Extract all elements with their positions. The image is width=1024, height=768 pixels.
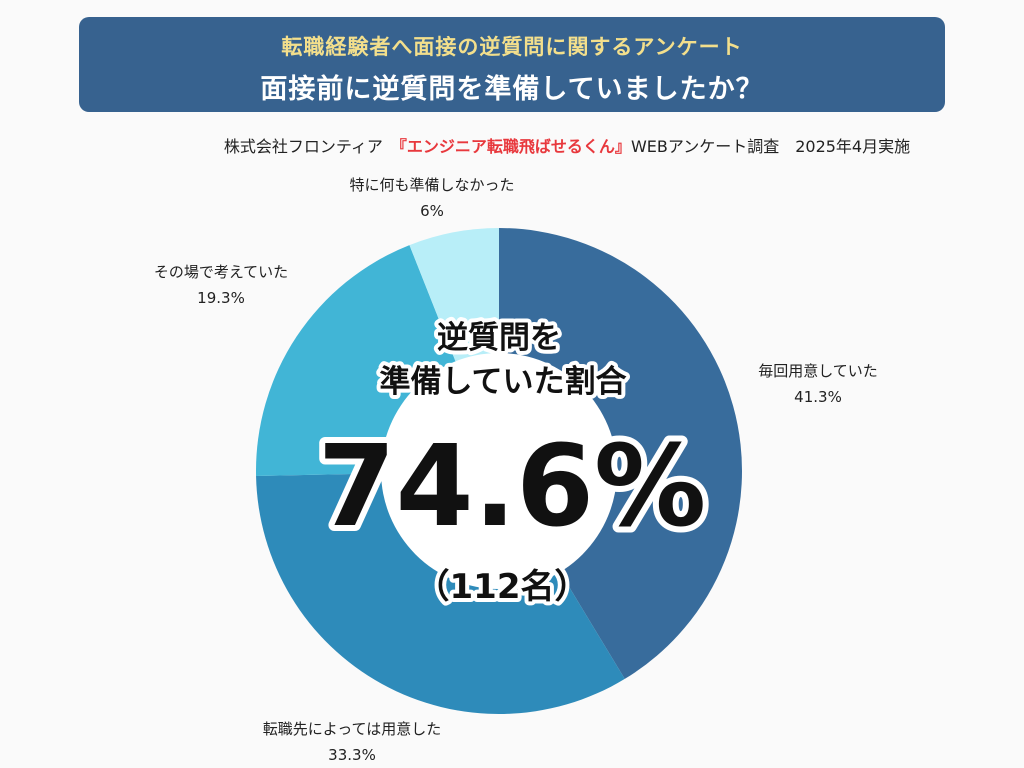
slice-value-4: 6%	[420, 202, 444, 220]
chart-subtitle: 転職経験者へ面接の逆質問に関するアンケート	[281, 35, 743, 59]
pie-labels: 毎回用意していた 41.3% 転職先によっては用意した 33.3% その場で考えていた 1…	[154, 176, 878, 764]
source-suffix: WEBアンケート調査 2025年4月実施	[630, 137, 911, 156]
slice-label-4: 特に何も準備しなかった	[349, 176, 514, 194]
pie-center-hole	[381, 353, 617, 589]
center-line2: 準備していた割合	[379, 364, 626, 400]
source-prefix: 株式会社フロンティア	[223, 137, 399, 156]
slice-label-1: 毎回用意していた	[758, 362, 878, 380]
chart-title: 面接前に逆質問を準備していましたか？	[260, 74, 764, 105]
center-value: 74.6%	[318, 422, 707, 552]
source-highlight: 『エンジニア転職飛ばせるくん』	[398, 137, 631, 156]
slice-value-3: 19.3%	[197, 289, 245, 307]
survey-source: 株式会社フロンティア 『エンジニア転職飛ばせるくん』WEBアンケート調査 202…	[0, 133, 1024, 157]
center-count: （112名）	[416, 567, 589, 607]
slice-value-1: 41.3%	[794, 388, 842, 406]
center-line1: 逆質問を	[437, 320, 561, 356]
slice-value-2: 33.3%	[328, 746, 376, 764]
slice-label-2: 転職先によっては用意した	[263, 720, 442, 738]
slice-label-3: その場で考えていた	[154, 263, 288, 281]
chart-header: 転職経験者へ面接の逆質問に関するアンケート 面接前に逆質問を準備していましたか？	[79, 17, 945, 112]
